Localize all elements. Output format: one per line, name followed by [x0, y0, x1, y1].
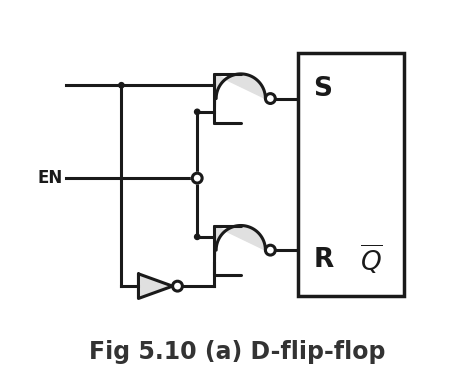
Text: $\overline{Q}$: $\overline{Q}$ — [360, 243, 383, 277]
Circle shape — [194, 109, 200, 114]
Text: Fig 5.10 (a) D-flip-flop: Fig 5.10 (a) D-flip-flop — [89, 340, 385, 365]
Text: EN: EN — [37, 169, 63, 187]
Circle shape — [192, 173, 202, 183]
Bar — [298, 53, 404, 296]
Circle shape — [119, 83, 124, 88]
Polygon shape — [138, 274, 173, 299]
Polygon shape — [214, 74, 265, 123]
Circle shape — [194, 234, 200, 240]
Polygon shape — [214, 226, 265, 275]
Text: R: R — [314, 247, 334, 273]
Text: S: S — [314, 76, 333, 102]
